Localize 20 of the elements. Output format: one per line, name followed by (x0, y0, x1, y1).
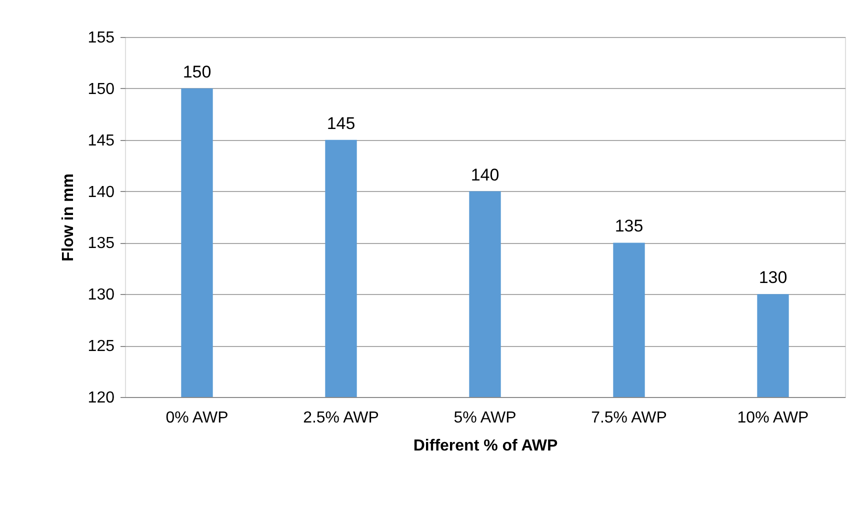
y-axis-title: Flow in mm (60, 174, 77, 262)
x-tick-label: 2.5% AWP (303, 410, 379, 426)
data-label: 145 (326, 114, 356, 133)
y-tick-label: 155 (88, 30, 115, 46)
data-label: 135 (614, 216, 644, 236)
data-label: 150 (182, 62, 212, 82)
y-tick-label: 130 (88, 286, 115, 304)
x-tick-label: 0% AWP (166, 410, 228, 426)
y-tick-label: 135 (88, 235, 115, 252)
x-tick-label: 5% AWP (454, 410, 516, 426)
y-tick-label: 125 (88, 338, 115, 356)
y-tick-label: 140 (88, 184, 115, 201)
y-tick-label: 120 (88, 390, 115, 406)
x-tick-label: 10% AWP (737, 410, 809, 426)
x-axis-title: Different % of AWP (413, 438, 558, 454)
data-label: 130 (758, 268, 788, 288)
data-label: 140 (470, 165, 500, 184)
x-tick-label: 7.5% AWP (591, 410, 667, 426)
y-tick-label: 150 (88, 80, 115, 98)
y-tick-label: 145 (88, 132, 115, 150)
